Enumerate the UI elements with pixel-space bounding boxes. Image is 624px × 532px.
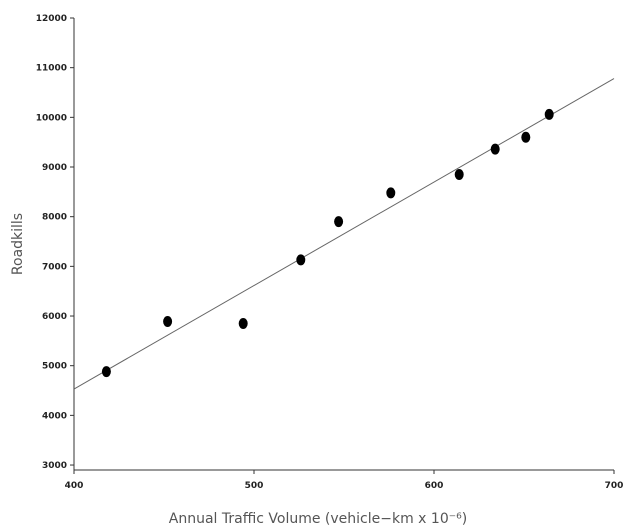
data-point <box>490 143 500 155</box>
data-point <box>334 216 344 228</box>
data-point <box>386 187 396 199</box>
trend-line <box>73 78 615 390</box>
y-tick-label: 6000 <box>42 312 67 322</box>
x-tick-label: 500 <box>245 481 264 491</box>
x-axis-ticks: 400 500 600 700 <box>65 470 624 491</box>
y-tick-label: 5000 <box>42 362 67 372</box>
data-point <box>101 366 111 378</box>
x-tick-label: 400 <box>65 481 84 491</box>
plot-frame <box>73 18 614 471</box>
data-point <box>238 317 248 329</box>
y-tick-label: 11000 <box>36 64 67 74</box>
data-point <box>521 131 531 143</box>
data-point <box>454 168 464 180</box>
y-tick-label: 7000 <box>42 262 67 272</box>
y-tick-label: 9000 <box>42 163 67 173</box>
data-point <box>163 315 173 327</box>
y-tick-label: 3000 <box>42 461 67 471</box>
y-tick-label: 12000 <box>36 14 67 24</box>
x-axis-title: Annual Traffic Volume (vehicle−km x 10⁻⁶… <box>169 511 467 527</box>
y-axis-title: Roadkills <box>10 213 26 275</box>
y-tick-label: 8000 <box>42 213 67 223</box>
y-axis-ticks: 3000 4000 5000 6000 7000 8000 9000 10000 11000 12… <box>36 14 74 471</box>
data-point <box>544 108 554 120</box>
y-tick-label: 4000 <box>42 411 67 421</box>
x-tick-label: 600 <box>425 481 444 491</box>
data-point <box>296 254 306 266</box>
y-tick-label: 10000 <box>36 113 67 123</box>
data-points <box>101 108 554 378</box>
x-tick-label: 700 <box>605 481 624 491</box>
